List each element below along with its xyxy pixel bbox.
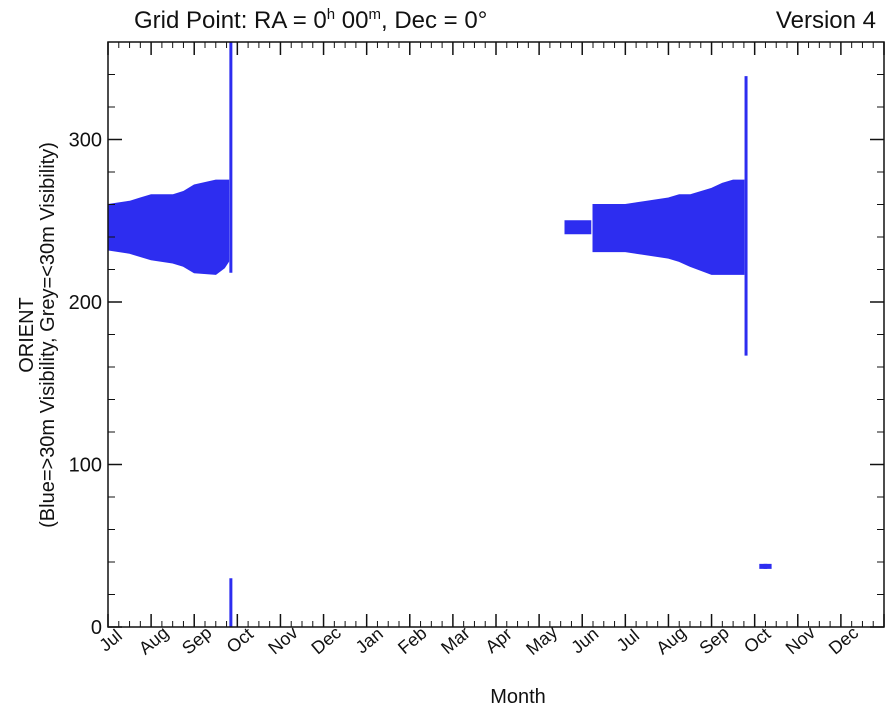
x-tick-label-dec: Dec <box>825 622 862 658</box>
visibility-band-2 <box>564 220 592 235</box>
x-tick-label-sep: Sep <box>178 622 215 658</box>
x-tick-label-oct: Oct <box>223 624 257 657</box>
x-axis-label: Month <box>490 686 546 708</box>
y-axis-label-line1: ORIENT <box>16 297 38 373</box>
x-tick-label-aug: Aug <box>135 622 172 658</box>
x-tick-label-jul: Jul <box>613 625 643 655</box>
y-axis-label-line2: (Blue=>30m Visibility, Grey=<30m Visibil… <box>37 142 59 528</box>
chart-title: Grid Point: RA = 0h 00m, Dec = 0° <box>134 6 487 34</box>
y-tick-label: 300 <box>69 130 102 152</box>
x-tick-label-nov: Nov <box>264 622 301 658</box>
x-tick-label-oct: Oct <box>740 624 774 657</box>
x-tick-label-apr: Apr <box>481 624 515 657</box>
y-tick-label: 0 <box>91 617 102 639</box>
x-tick-label-dec: Dec <box>307 622 344 658</box>
version-label: Version 4 <box>776 7 876 34</box>
x-tick-label-jan: Jan <box>352 623 387 657</box>
y-tick-label: 200 <box>69 292 102 314</box>
x-tick-label-aug: Aug <box>652 622 689 658</box>
visibility-point-1 <box>759 563 768 569</box>
visibility-band-3 <box>592 179 745 275</box>
x-tick-label-sep: Sep <box>695 622 732 658</box>
x-tick-label-feb: Feb <box>394 623 431 658</box>
visibility-band-1 <box>107 179 230 275</box>
x-tick-label-mar: Mar <box>437 623 474 658</box>
x-tick-label-jun: Jun <box>567 623 602 657</box>
plot-frame <box>107 41 885 628</box>
x-tick-label-nov: Nov <box>782 622 819 658</box>
visibility-point-2 <box>763 563 772 569</box>
y-tick-label: 100 <box>69 455 102 477</box>
